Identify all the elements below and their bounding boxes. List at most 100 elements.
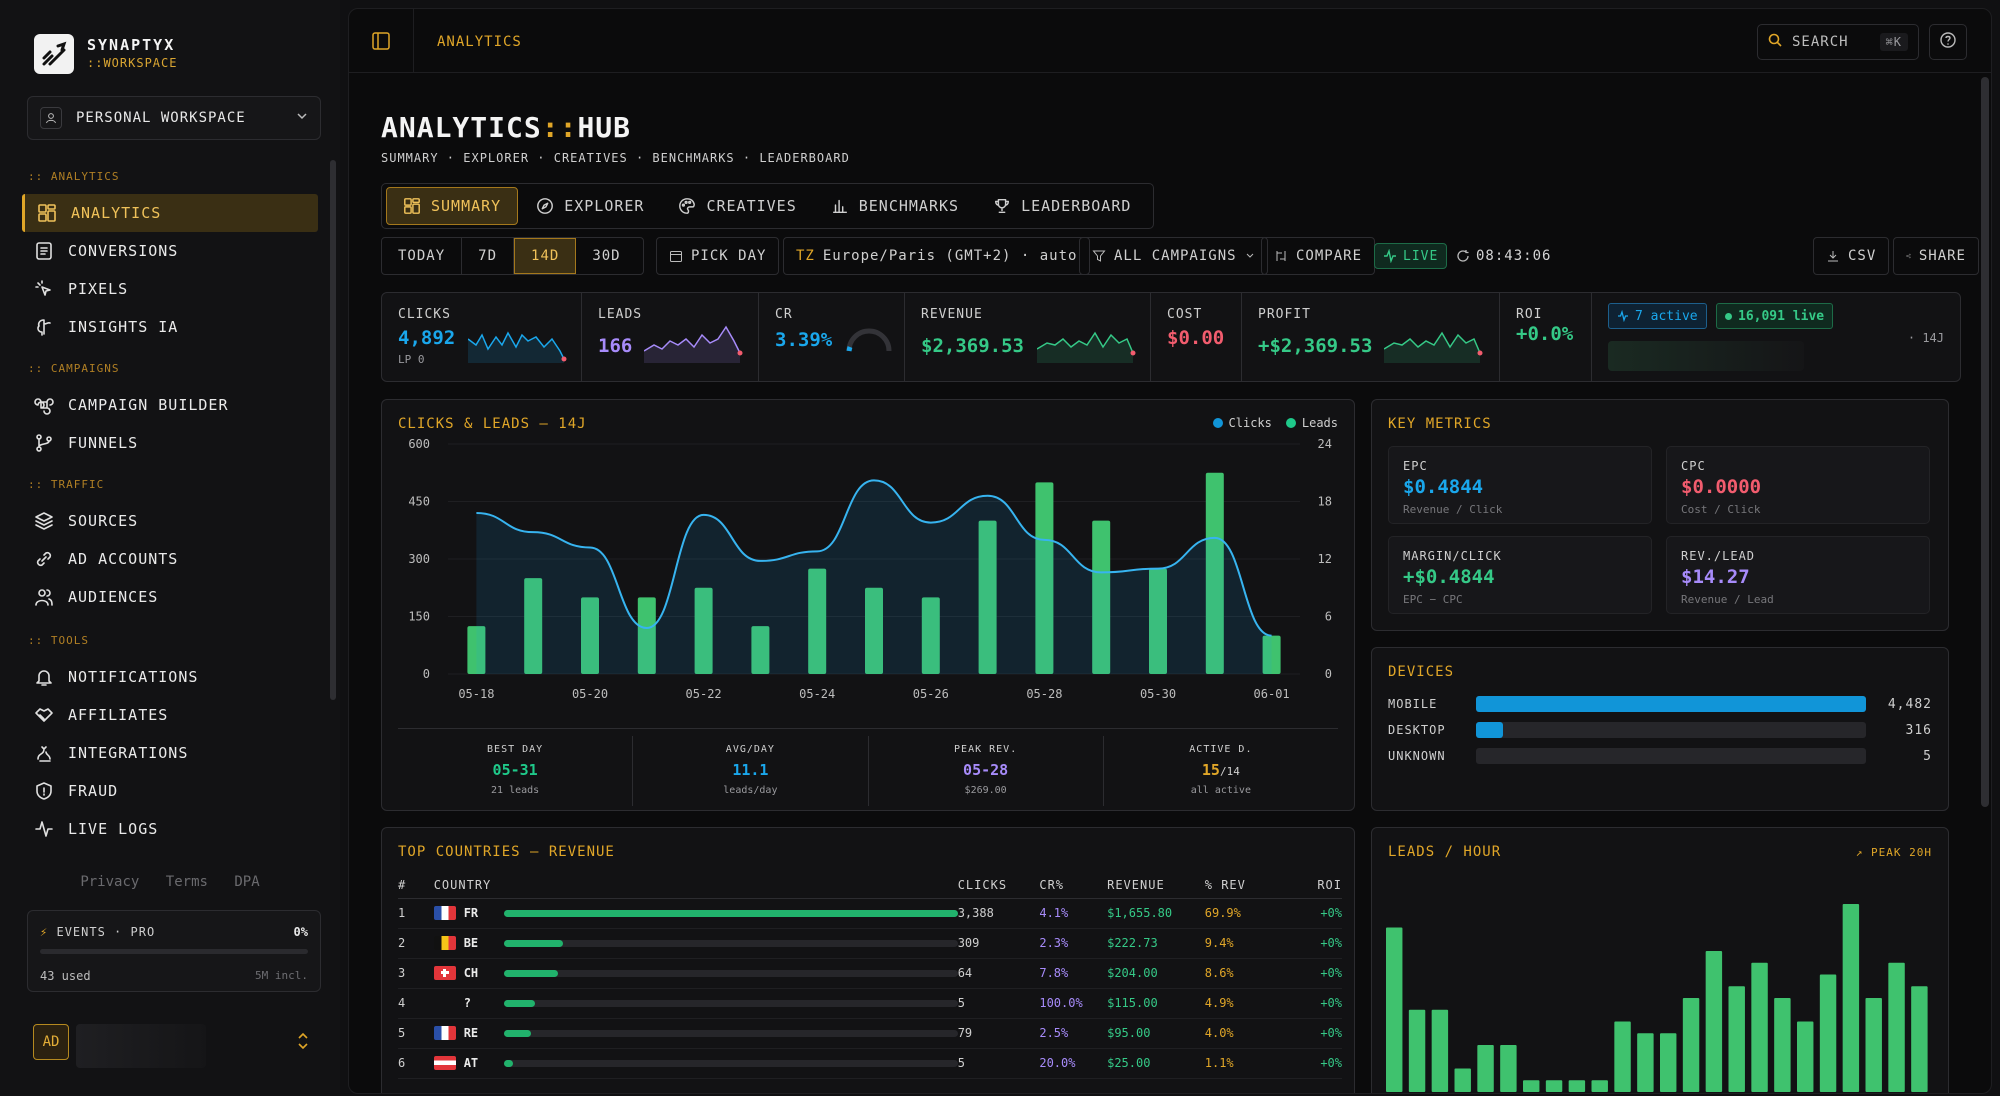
column-header[interactable]: CLICKS [957, 872, 1040, 899]
sidebar-item-pixels[interactable]: PIXELS [22, 270, 318, 308]
main-scrollbar[interactable] [1981, 77, 1989, 807]
compare-button[interactable]: COMPARE [1261, 237, 1376, 275]
sidebar-item-funnels[interactable]: FUNNELS [22, 424, 318, 462]
column-header[interactable]: COUNTRY [433, 872, 958, 899]
hour-bar[interactable] [1705, 951, 1723, 1092]
hour-bar[interactable] [1751, 962, 1768, 1092]
leads-bar[interactable] [1035, 482, 1054, 674]
leads-bar[interactable] [1205, 472, 1224, 674]
sidebar-item-sources[interactable]: SOURCES [22, 502, 318, 540]
clicks-leads-chart[interactable]: 0 150 300 450 600 0 6 12 18 24 05-18 05-20 05-22 05-2… [382, 430, 1354, 760]
table-row[interactable]: 2 BE 309 2.3% $222.73 9.4% +0% [398, 928, 1342, 959]
privacy-link[interactable]: Privacy [80, 874, 140, 890]
campaigns-filter[interactable]: ALL CAMPAIGNS [1079, 237, 1268, 275]
hour-bar[interactable] [1454, 1068, 1471, 1093]
tab-leaderboard[interactable]: LEADERBOARD [977, 187, 1147, 225]
tab-benchmarks[interactable]: BENCHMARKS [815, 187, 975, 225]
table-row[interactable]: 5 RE 79 2.5% $95.00 4.0% +0% [398, 1018, 1342, 1049]
kpi-leads[interactable]: LEADS 166 [582, 293, 759, 381]
sidebar-item-affiliates[interactable]: AFFILIATES [22, 696, 318, 734]
column-header[interactable]: # [398, 872, 434, 899]
kpi-cr[interactable]: CR 3.39% [759, 293, 905, 381]
hour-bar[interactable] [1408, 1009, 1426, 1092]
hour-bar[interactable] [1797, 1021, 1814, 1093]
range-7d[interactable]: 7D [462, 238, 515, 274]
kpi-revenue[interactable]: REVENUE $2,369.53 [905, 293, 1151, 381]
leads-bar[interactable] [978, 520, 997, 674]
leads-bar[interactable] [524, 578, 543, 674]
leads-bar[interactable] [1262, 635, 1281, 674]
kpi-profit[interactable]: PROFIT +$2,369.53 [1242, 293, 1500, 381]
chevron-updown-icon[interactable] [296, 1030, 310, 1056]
tab-explorer[interactable]: EXPLORER [520, 187, 660, 225]
hour-bar[interactable] [1865, 998, 1882, 1092]
breadcrumb[interactable]: ANALYTICS [437, 34, 522, 50]
metric-epc[interactable]: EPC $0.4844 Revenue / Click [1388, 446, 1652, 524]
hour-bar[interactable] [1614, 1021, 1631, 1093]
terms-link[interactable]: Terms [165, 874, 208, 890]
kpi-roi[interactable]: ROI +0.0% [1500, 293, 1592, 381]
sidebar-item-fraud[interactable]: FRAUD [22, 772, 318, 810]
table-row[interactable]: 1 FR 3,388 4.1% $1,655.80 69.9% +0% [398, 898, 1342, 929]
device-row-mobile[interactable]: MOBILE 4,482 [1388, 694, 1932, 714]
csv-export-button[interactable]: CSV [1813, 237, 1890, 275]
hour-bar[interactable] [1888, 962, 1905, 1092]
table-row[interactable]: 4? 5 100.0% $115.00 4.9% +0% [398, 988, 1342, 1019]
tab-creatives[interactable]: CREATIVES [662, 187, 812, 225]
column-header[interactable]: CR% [1039, 872, 1108, 899]
sidebar-scrollbar[interactable] [330, 160, 336, 700]
pick-day-button[interactable]: PICK DAY [656, 237, 780, 275]
workspace-switcher[interactable]: PERSONAL WORKSPACE [27, 96, 321, 140]
avatar[interactable]: AD [33, 1024, 69, 1060]
device-row-unknown[interactable]: UNKNOWN 5 [1388, 746, 1932, 766]
hour-bar[interactable] [1545, 1080, 1563, 1092]
leads-bar[interactable] [694, 587, 713, 674]
legend-clicks[interactable]: Clicks [1212, 416, 1272, 430]
hour-bar[interactable] [1386, 927, 1403, 1093]
hour-bar[interactable] [1477, 1045, 1494, 1092]
legend-leads[interactable]: Leads [1285, 416, 1338, 430]
sidebar-item-insights-ia[interactable]: INSIGHTS IA [22, 308, 318, 346]
kpi-cost[interactable]: COST $0.00 [1151, 293, 1242, 381]
help-button[interactable] [1929, 24, 1967, 60]
hour-bar[interactable] [1660, 1033, 1677, 1092]
range-30d[interactable]: 30D [592, 248, 621, 264]
sidebar-item-integrations[interactable]: INTEGRATIONS [22, 734, 318, 772]
sidebar-item-audiences[interactable]: AUDIENCES [22, 578, 318, 616]
table-row[interactable]: 3 CH 64 7.8% $204.00 8.6% +0% [398, 958, 1342, 989]
range-today[interactable]: TODAY [382, 238, 463, 274]
leads-bar[interactable] [808, 568, 827, 674]
tab-summary[interactable]: SUMMARY [386, 187, 519, 225]
leads-bar[interactable] [467, 626, 486, 674]
hour-bar[interactable] [1682, 998, 1700, 1092]
share-button[interactable]: SHARE [1893, 237, 1979, 275]
hour-bar[interactable] [1500, 1045, 1517, 1092]
hour-bar[interactable] [1728, 986, 1745, 1092]
kpi-clicks[interactable]: CLICKS 4,892 LP 0 [382, 293, 582, 381]
hour-bar[interactable] [1591, 1080, 1608, 1092]
hour-bar[interactable] [1774, 998, 1791, 1092]
leads-hour-chart[interactable] [1382, 872, 1942, 1092]
live-toggle[interactable]: LIVE [1374, 243, 1448, 269]
active-campaigns-badge[interactable]: 7 active [1608, 303, 1707, 329]
sidebar-item-live-logs[interactable]: LIVE LOGS [22, 810, 318, 848]
column-header[interactable]: % REV [1204, 872, 1314, 899]
metric-margin-click[interactable]: MARGIN/CLICK +$0.4844 EPC − CPC [1388, 536, 1652, 614]
hour-bar[interactable] [1637, 1033, 1654, 1092]
hour-bar[interactable] [1523, 1080, 1540, 1092]
sidebar-toggle-icon[interactable] [371, 31, 391, 55]
sidebar-item-ad-accounts[interactable]: AD ACCOUNTS [22, 540, 318, 578]
sidebar-item-notifications[interactable]: NOTIFICATIONS [22, 658, 318, 696]
brand-logo[interactable] [34, 34, 74, 74]
column-header[interactable]: REVENUE [1107, 872, 1205, 899]
hour-bar[interactable] [1568, 1080, 1586, 1092]
hour-bar[interactable] [1819, 974, 1837, 1093]
hour-bar[interactable] [1911, 986, 1928, 1092]
table-row[interactable]: 6 AT 5 20.0% $25.00 1.1% +0% [398, 1048, 1342, 1079]
timezone-selector[interactable]: TZ Europe/Paris (GMT+2) · auto [783, 237, 1091, 275]
dpa-link[interactable]: DPA [234, 874, 260, 890]
sidebar-item-campaign-builder[interactable]: CAMPAIGN BUILDER [22, 386, 318, 424]
clicks-line[interactable] [476, 479, 1272, 637]
leads-bar[interactable] [1149, 568, 1167, 674]
leads-bar[interactable] [921, 597, 940, 674]
